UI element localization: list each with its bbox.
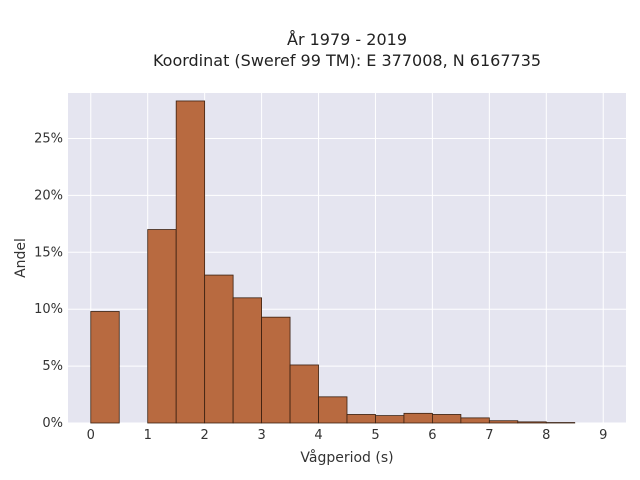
x-tick-label-8: 8 [542, 428, 550, 443]
histogram-bar-11 [432, 414, 462, 424]
histogram-bar-8 [346, 414, 376, 424]
histogram-bar-14 [517, 421, 547, 424]
x-tick-label-3: 3 [257, 428, 265, 443]
x-tick-label-1: 1 [144, 428, 152, 443]
histogram-bar-10 [403, 412, 433, 424]
histogram-bar-6 [289, 364, 319, 424]
x-tick-label-9: 9 [599, 428, 607, 443]
histogram-bar-1 [147, 229, 177, 424]
bars [90, 100, 576, 424]
histogram-bar-13 [488, 420, 519, 424]
histogram-bar-9 [375, 415, 405, 424]
y-tick-label-3: 15% [34, 245, 63, 260]
x-tick-label-4: 4 [314, 428, 322, 443]
x-axis-ticks: 0 1 2 3 4 5 6 7 8 9 [87, 428, 608, 443]
histogram-bar-5 [261, 316, 291, 424]
x-tick-label-2: 2 [201, 428, 209, 443]
histogram-bar-0 [90, 311, 120, 424]
chart-title-line2: Koordinat (Sweref 99 TM): E 377008, N 61… [153, 51, 541, 70]
y-tick-label-1: 5% [42, 359, 63, 374]
y-tick-label-2: 10% [34, 302, 63, 317]
histogram-bar-12 [460, 417, 490, 424]
chart-title-line1: År 1979 - 2019 [287, 30, 407, 49]
y-axis-label: Andel [13, 238, 29, 278]
x-tick-label-6: 6 [428, 428, 436, 443]
y-tick-label-0: 0% [42, 416, 63, 431]
y-axis-ticks: 0% 5% 10% 15% 20% 25% [34, 132, 63, 431]
histogram-bar-7 [318, 396, 348, 424]
histogram-bar-2 [175, 100, 206, 424]
histogram-bar-3 [204, 274, 234, 424]
histogram-bar-4 [232, 297, 262, 424]
x-axis-label: Vågperiod (s) [300, 449, 393, 466]
x-tick-label-0: 0 [87, 428, 95, 443]
y-tick-label-5: 25% [34, 132, 63, 147]
x-tick-label-7: 7 [485, 428, 493, 443]
x-tick-label-5: 5 [371, 428, 379, 443]
y-tick-label-4: 20% [34, 188, 63, 203]
